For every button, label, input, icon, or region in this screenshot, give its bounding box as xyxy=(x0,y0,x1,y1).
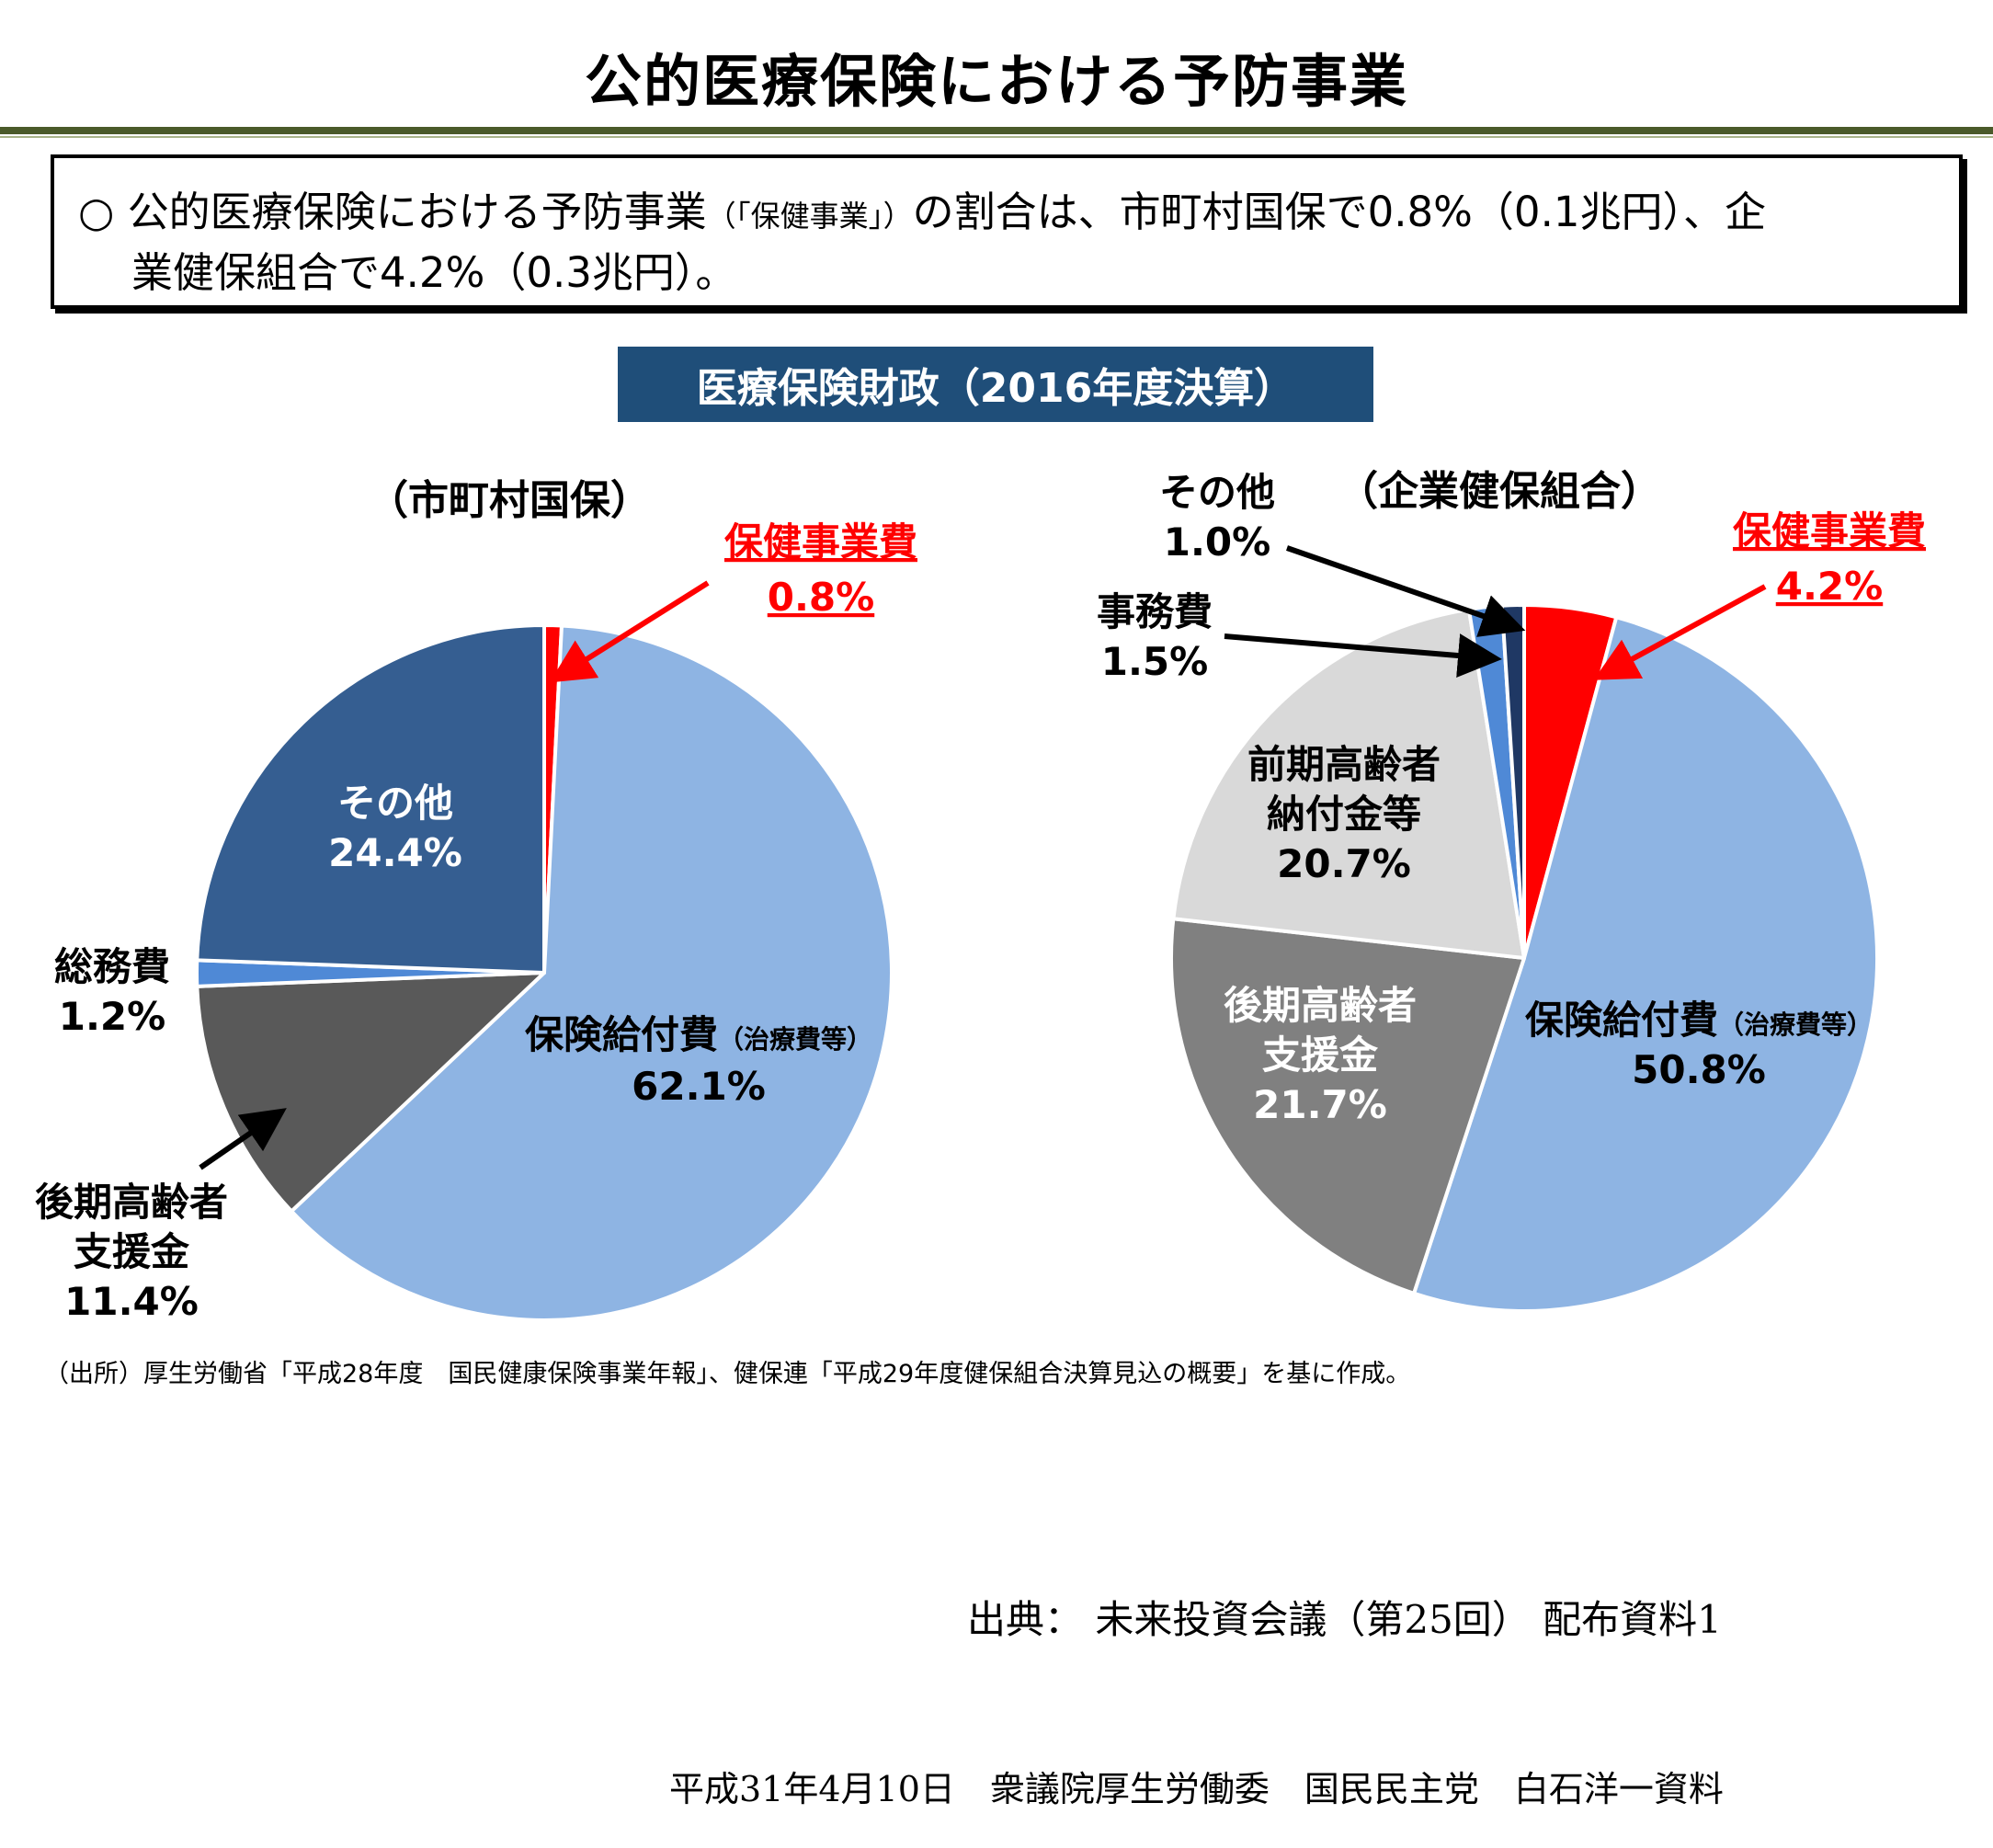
label-kokuho-kyufu-pct: 62.1% xyxy=(632,1064,766,1109)
arrow-kokuho-koki xyxy=(199,1108,287,1170)
label-kenpo-jimu-pct: 1.5% xyxy=(1101,639,1208,684)
subtitle-kenpo: （企業健保組合） xyxy=(1338,468,1661,515)
label-kokuho-koki-l2: 支援金 xyxy=(74,1229,190,1274)
citation: 出典： 未来投資会議（第25回） 配布資料1 xyxy=(967,1597,1722,1642)
pie-slice-kokuho-2 xyxy=(195,971,546,1214)
summary-line-1: ○ 公的医療保険における予防事業（「保健事業」）の割合は、市町村国保で0.8%（… xyxy=(78,178,1766,238)
label-kenpo-sonota-pct: 1.0% xyxy=(1164,519,1270,565)
label-kenpo-hoken-pct: 4.2% xyxy=(1776,564,1883,609)
subtitle-kokuho: （市町村国保） xyxy=(368,477,651,524)
label-kokuho-kyufu-line: 保険給付費（治療費等） xyxy=(525,1012,872,1057)
summary-paren: （「保健事業」） xyxy=(706,199,913,234)
label-kenpo-koki-l1: 後期高齢者 xyxy=(1224,983,1417,1028)
label-kenpo-jimu-name: 事務費 xyxy=(1097,589,1213,634)
summary-box: ○ 公的医療保険における予防事業（「保健事業」）の割合は、市町村国保で0.8%（… xyxy=(51,154,1963,309)
summary-text-a: 公的医療保険における予防事業 xyxy=(127,188,707,236)
finance-banner: 医療保険財政（2016年度決算） xyxy=(618,347,1373,422)
pie-slice-kokuho-1 xyxy=(290,623,894,1322)
label-kenpo-hoken-name: 保健事業費 xyxy=(1733,508,1926,553)
label-kokuho-somu-name: 総務費 xyxy=(54,944,170,989)
summary-line-2: 業健保組合で4.2%（0.3兆円）。 xyxy=(131,248,737,297)
label-kokuho-hoken-name: 保健事業費 xyxy=(724,519,917,565)
pie-kenpo xyxy=(1169,603,1880,1313)
label-kokuho-sonota-name: その他 xyxy=(337,781,453,826)
label-kenpo-koki-pct: 21.7% xyxy=(1253,1082,1387,1127)
pie-kokuho xyxy=(195,623,894,1322)
pie-slice-kokuho-4 xyxy=(195,623,546,975)
source-note: （出所）厚生労働省「平成28年度 国民健康保険事業年報」、健保連「平成29年度健… xyxy=(44,1360,1411,1388)
label-kenpo-zenki-l1: 前期高齢者 xyxy=(1247,742,1441,787)
label-kokuho-kyufu-name: 保険給付費 xyxy=(525,1012,718,1057)
label-kenpo-kyufu-name: 保険給付費 xyxy=(1525,998,1718,1043)
label-kokuho-koki-l1: 後期高齢者 xyxy=(35,1180,228,1225)
label-kenpo-kyufu-pct: 50.8% xyxy=(1632,1047,1766,1092)
label-kokuho-kyufu-paren: （治療費等） xyxy=(718,1024,872,1055)
arrow-kenpo-sonota xyxy=(1286,545,1526,637)
page-title: 公的医療保険における予防事業 xyxy=(584,48,1408,115)
arrow-kenpo-hoken xyxy=(1593,584,1767,680)
label-kenpo-sonota-name: その他 xyxy=(1159,470,1275,515)
label-kokuho-sonota-pct: 24.4% xyxy=(328,830,462,875)
arrow-kokuho-hoken xyxy=(549,580,710,683)
label-kenpo-zenki-l2: 納付金等 xyxy=(1267,792,1421,837)
pie-slice-kenpo-1 xyxy=(1412,615,1880,1313)
label-kenpo-kyufu-line: 保険給付費（治療費等） xyxy=(1525,998,1873,1043)
label-kokuho-koki-pct: 11.4% xyxy=(64,1279,199,1324)
label-kokuho-somu-pct: 1.2% xyxy=(59,994,165,1039)
pie-slice-kenpo-2 xyxy=(1169,917,1526,1295)
footer: 平成31年4月10日 衆議院厚生労働委 国民民主党 白石洋一資料 xyxy=(669,1769,1724,1809)
summary-text-b: の割合は、市町村国保で0.8%（0.1兆円）、企 xyxy=(912,188,1766,236)
label-kokuho-hoken-pct: 0.8% xyxy=(768,575,874,620)
title-rule-thin xyxy=(0,136,1993,138)
pie-slice-kenpo-3 xyxy=(1171,607,1526,960)
label-kenpo-koki-l2: 支援金 xyxy=(1262,1032,1379,1078)
arrow-kenpo-jimu xyxy=(1224,633,1502,678)
label-kenpo-zenki-pct: 20.7% xyxy=(1277,841,1411,886)
label-kenpo-kyufu-paren: （治療費等） xyxy=(1718,1010,1873,1040)
title-rule xyxy=(0,127,1993,134)
bullet-circle: ○ xyxy=(78,188,115,236)
